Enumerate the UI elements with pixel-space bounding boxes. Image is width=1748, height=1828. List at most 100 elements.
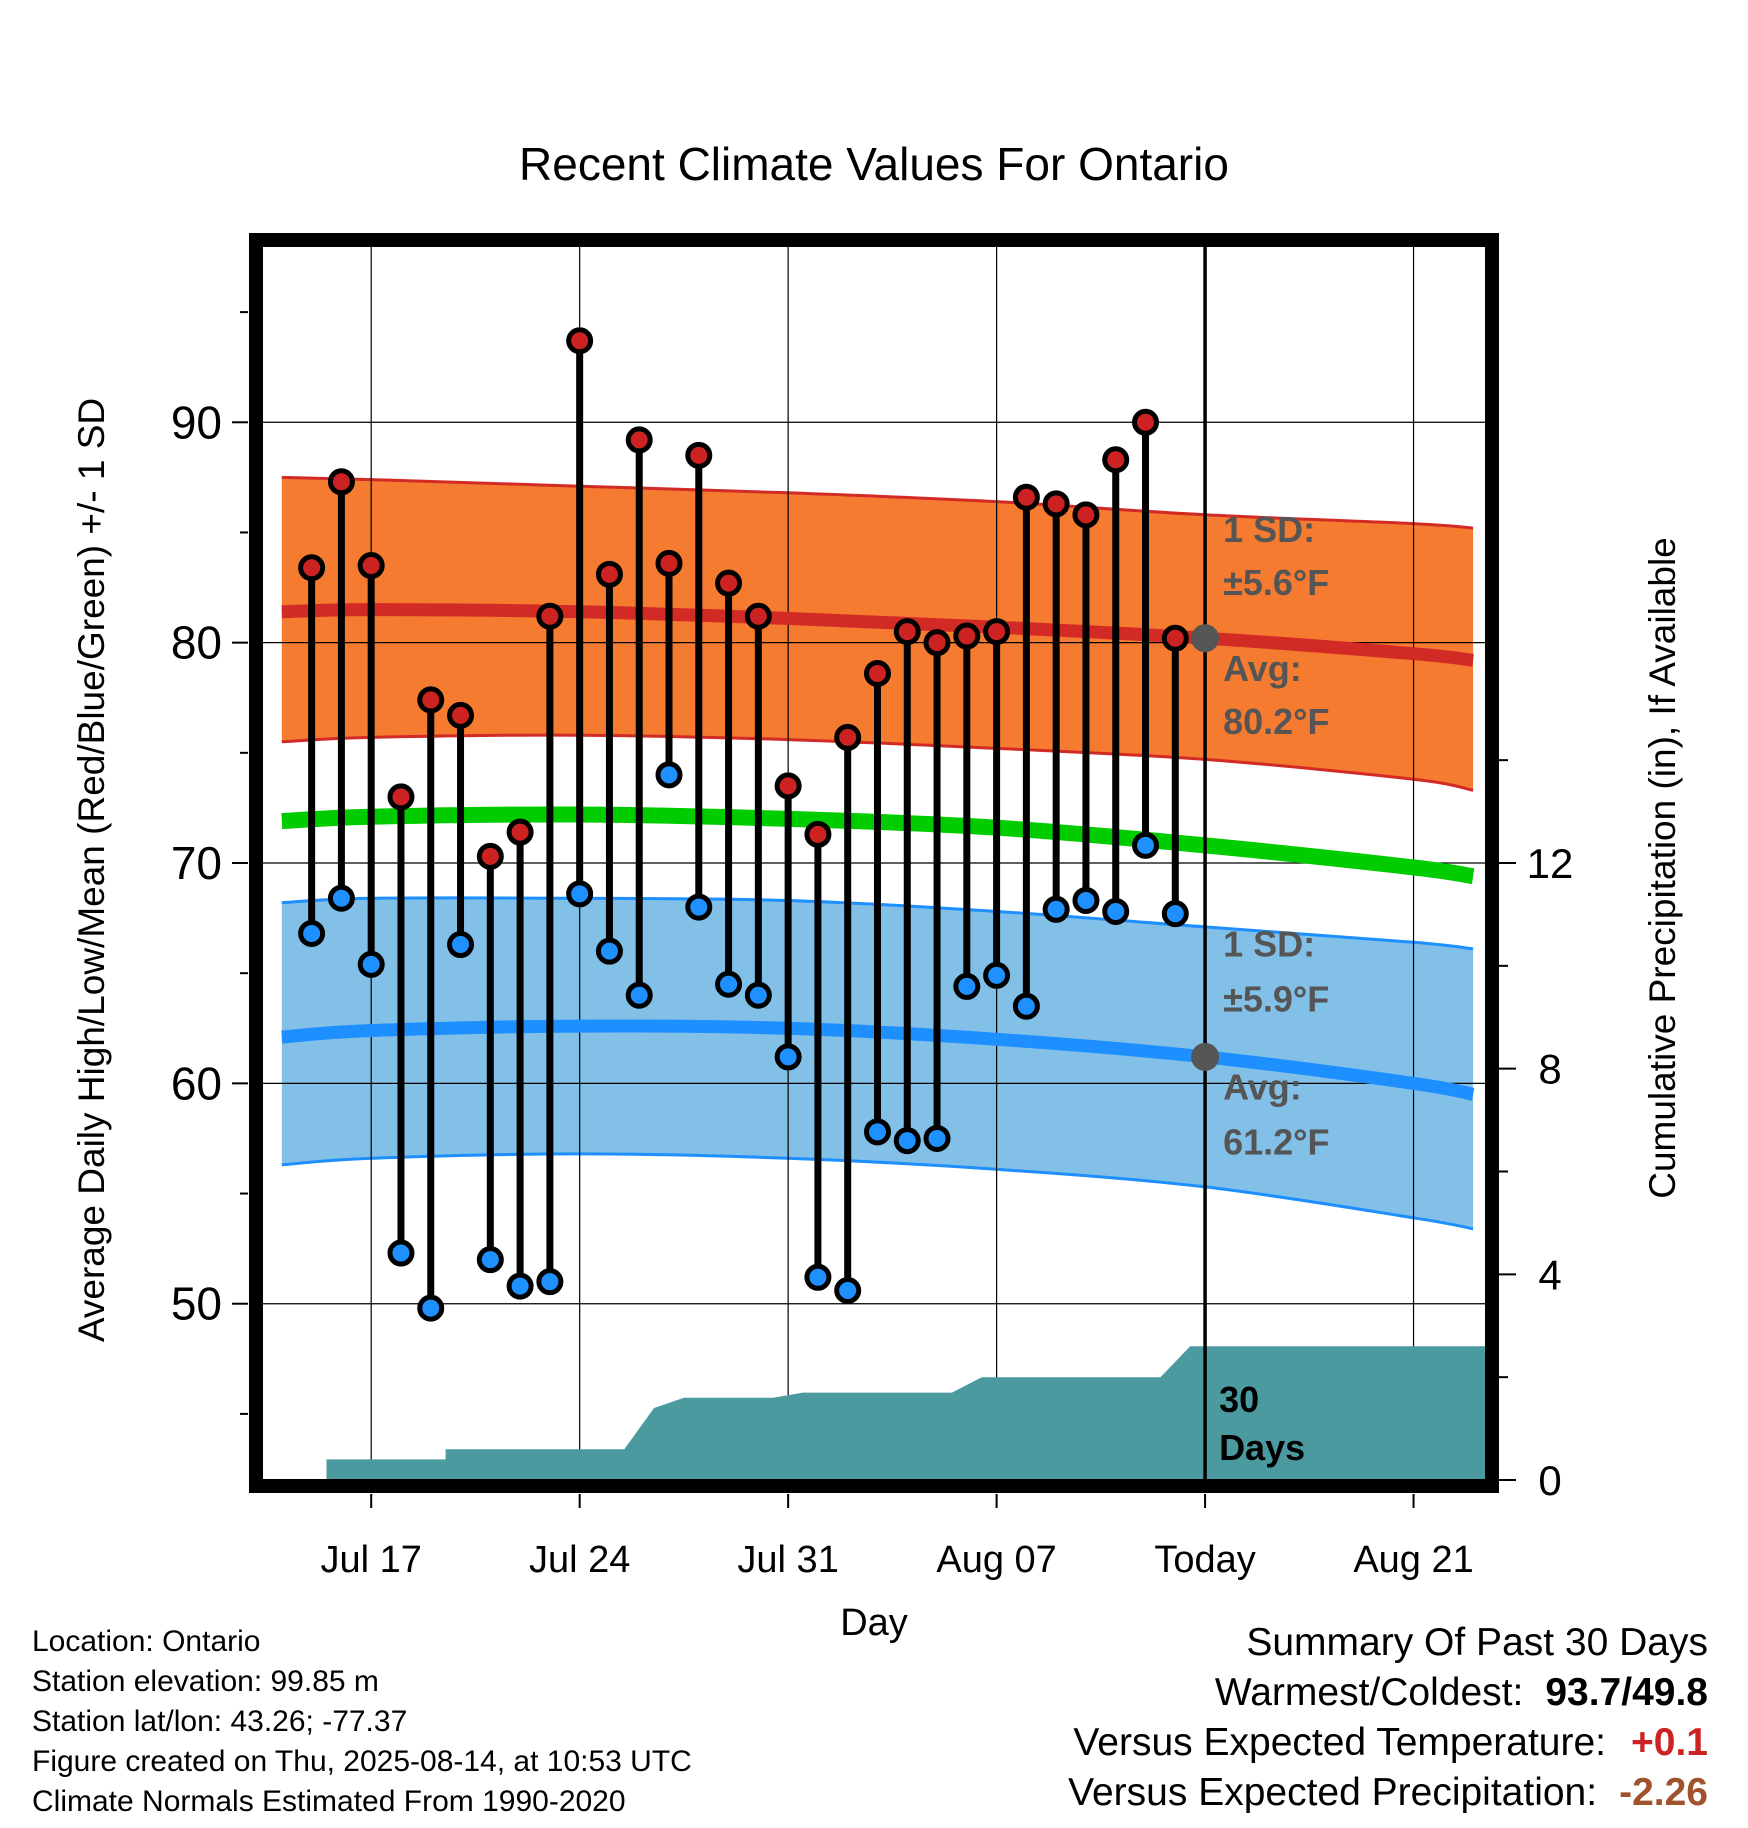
high-point (298, 554, 326, 582)
days-label-line1: 30 (1219, 1379, 1259, 1420)
y2-tick-label: 4 (1538, 1251, 1561, 1298)
warmest-value: 93.7/49.8 (1545, 1671, 1708, 1714)
low-sd-label: 1 SD: (1223, 923, 1315, 964)
high-point (1102, 446, 1130, 474)
high-sd-label: 1 SD: (1223, 509, 1315, 550)
low-point (744, 981, 772, 1009)
today-low-avg-marker (1191, 1042, 1220, 1071)
normals-text: Climate Normals Estimated From 1990-2020 (32, 1785, 626, 1818)
high-point (1132, 408, 1160, 436)
high-point (715, 569, 743, 597)
station-info: Location: Ontario Station elevation: 99.… (32, 1622, 692, 1822)
low-point (357, 950, 385, 978)
low-point (387, 1239, 415, 1267)
low-point (595, 937, 623, 965)
high-point (566, 327, 594, 355)
high-point (685, 441, 713, 469)
high-sd-value: ±5.6°F (1223, 562, 1329, 603)
warmest-label: Warmest/Coldest: (1214, 1671, 1524, 1714)
low-point (1102, 897, 1130, 925)
temp-value: +0.1 (1631, 1721, 1708, 1764)
location-text: Location: Ontario (32, 1625, 261, 1658)
y2-tick-label: 8 (1538, 1046, 1561, 1093)
high-point (893, 618, 921, 646)
low-point (834, 1276, 862, 1304)
low-point (863, 1118, 891, 1146)
high-normal-line (281, 603, 1474, 667)
low-point (774, 1043, 802, 1071)
y-tick-label: 60 (171, 1057, 222, 1109)
high-point (327, 468, 355, 496)
high-point (417, 686, 445, 714)
low-point (953, 972, 981, 1000)
y-tick-label: 80 (171, 617, 222, 669)
high-point (983, 618, 1011, 646)
high-point (744, 602, 772, 630)
x-tick-label: Jul 24 (529, 1539, 630, 1581)
created-text: Figure created on Thu, 2025-08-14, at 10… (32, 1745, 692, 1778)
plot-area: 1 SD: ±5.6°F Avg: 80.2°F 1 SD: ±5.9°F Avg: 61.2… (261, 246, 1488, 1480)
high-sd-upper-line (281, 475, 1474, 530)
precip-label: Versus Expected Precipitation: (1068, 1771, 1598, 1814)
low-avg-label: Avg: (1223, 1067, 1302, 1108)
low-point (506, 1272, 534, 1300)
low-avg-value: 61.2°F (1223, 1122, 1329, 1163)
high-point (953, 622, 981, 650)
high-point (476, 842, 504, 870)
y-tick-label: 50 (171, 1278, 222, 1330)
low-point (447, 931, 475, 959)
chart-title: Recent Climate Values For Ontario (519, 138, 1229, 190)
x-tick-label: Aug 21 (1353, 1539, 1473, 1581)
y-axis-label: Average Daily High/Low/Mean (Red/Blue/Gr… (71, 398, 112, 1342)
high-point (834, 723, 862, 751)
low-point (983, 961, 1011, 989)
low-point (566, 880, 594, 908)
low-point (625, 981, 653, 1009)
high-point (863, 659, 891, 687)
low-point (417, 1294, 445, 1322)
high-point (1161, 624, 1189, 652)
precip-value: -2.26 (1619, 1771, 1708, 1814)
low-point (1012, 992, 1040, 1020)
low-point (1072, 886, 1100, 914)
high-point (1012, 483, 1040, 511)
x-axis-label: Day (840, 1602, 908, 1644)
low-point (327, 884, 355, 912)
low-point (685, 893, 713, 921)
low-point (476, 1246, 504, 1274)
high-point (774, 772, 802, 800)
high-point (357, 552, 385, 580)
high-point (536, 602, 564, 630)
y2-tick-label: 0 (1538, 1457, 1561, 1504)
y-tick-label: 90 (171, 396, 222, 448)
summary-title: Summary Of Past 30 Days (1246, 1621, 1708, 1664)
high-point (1042, 490, 1070, 518)
summary-precip-row: Versus Expected Precipitation: -2.26 (1068, 1768, 1708, 1818)
summary-temp-row: Versus Expected Temperature: +0.1 (1068, 1718, 1708, 1768)
high-point (506, 818, 534, 846)
low-point (893, 1127, 921, 1155)
y2-tick-label: 12 (1527, 840, 1574, 887)
high-point (387, 783, 415, 811)
x-tick-label: Today (1154, 1539, 1255, 1581)
plot-frame (249, 233, 1499, 1493)
high-point (625, 426, 653, 454)
high-avg-value: 80.2°F (1223, 701, 1329, 742)
high-point (655, 549, 683, 577)
low-sd-value: ±5.9°F (1223, 978, 1329, 1019)
days-label-line2: Days (1219, 1427, 1305, 1468)
low-point (923, 1124, 951, 1152)
low-point (1132, 831, 1160, 859)
elevation-text: Station elevation: 99.85 m (32, 1665, 379, 1698)
low-point (536, 1268, 564, 1296)
temp-label: Versus Expected Temperature: (1073, 1721, 1606, 1764)
today-high-avg-marker (1191, 624, 1220, 653)
x-tick-label: Aug 07 (936, 1539, 1056, 1581)
low-point (1042, 895, 1070, 923)
low-point (298, 920, 326, 948)
precip-area (326, 1346, 1488, 1480)
low-point (804, 1263, 832, 1291)
high-point (595, 560, 623, 588)
low-point (715, 970, 743, 998)
